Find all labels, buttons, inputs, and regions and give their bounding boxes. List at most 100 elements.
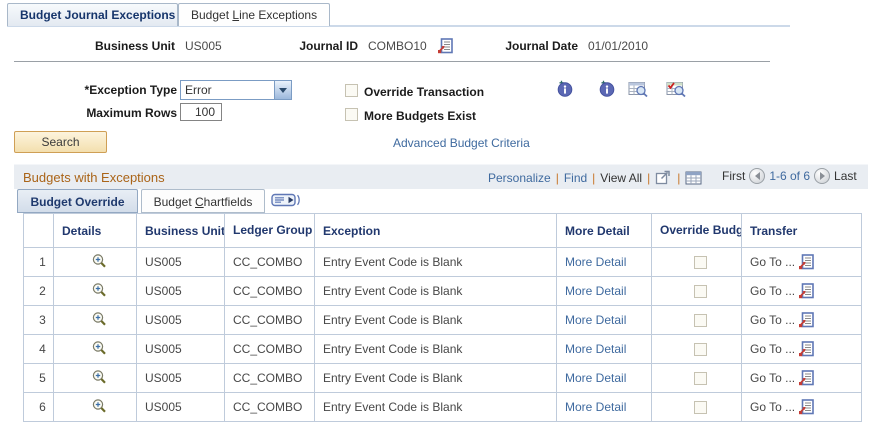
show-all-columns-icon[interactable]	[271, 193, 302, 208]
override-transaction-label: Override Transaction	[364, 85, 485, 99]
go-to-link[interactable]: Go To ...	[750, 284, 796, 298]
go-to-link[interactable]: Go To ...	[750, 255, 796, 269]
override-budget-checkbox[interactable]	[694, 401, 707, 415]
row-number: 6	[23, 392, 54, 422]
transfer-cell: Go To ...	[741, 334, 862, 364]
exception-type-select[interactable]: Error	[180, 80, 292, 100]
go-to-link[interactable]: Go To ...	[750, 313, 796, 327]
details-magnifier-icon[interactable]	[91, 311, 108, 330]
details-magnifier-icon[interactable]	[91, 398, 108, 417]
transfer-cell: Go To ...	[741, 305, 862, 335]
search-button[interactable]: Search	[14, 131, 107, 153]
maximum-rows-input[interactable]	[180, 103, 222, 121]
override-budget-checkbox[interactable]	[694, 285, 707, 299]
override-budget-cell	[651, 247, 742, 277]
advanced-budget-criteria-link[interactable]: Advanced Budget Criteria	[393, 136, 530, 150]
select-dropdown-button[interactable]	[274, 81, 291, 99]
table-row: 2 US005 CC_COMBO Entry Event Code is Bla…	[23, 276, 862, 306]
left-triangle	[754, 172, 760, 180]
go-to-link[interactable]: Go To ...	[750, 400, 796, 414]
business-unit-cell: US005	[136, 276, 225, 306]
details-cell	[53, 363, 137, 393]
transfer-icon[interactable]	[798, 399, 814, 415]
row-number: 3	[23, 305, 54, 335]
ledger-group-cell: CC_COMBO	[224, 276, 315, 306]
budget-check-log-icon[interactable]	[666, 81, 687, 98]
business-unit-cell: US005	[136, 247, 225, 277]
download-grid-icon[interactable]	[685, 171, 702, 185]
more-budgets-exist-checkbox[interactable]	[345, 108, 358, 121]
col-header-ledger-group: Ledger Group	[224, 213, 315, 248]
override-budget-checkbox[interactable]	[694, 256, 707, 270]
go-to-link[interactable]: Go To ...	[750, 371, 796, 385]
info-icon[interactable]	[557, 80, 573, 97]
more-detail-link[interactable]: More Detail	[565, 342, 627, 356]
tab-budget-line-exceptions[interactable]: Budget Line Exceptions	[178, 3, 330, 26]
view-all-link[interactable]: View All	[600, 170, 643, 185]
separator: |	[592, 170, 596, 185]
details-cell	[53, 247, 137, 277]
tab-budget-journal-exceptions[interactable]: Budget Journal Exceptions	[7, 3, 178, 26]
more-detail-cell: More Detail	[556, 363, 652, 393]
personalize-link[interactable]: Personalize	[488, 170, 551, 185]
transfer-icon[interactable]	[798, 312, 814, 328]
prev-arrow-icon[interactable]	[749, 168, 766, 184]
tab-underline	[7, 25, 790, 27]
info-icon[interactable]	[599, 80, 615, 97]
exception-cell: Entry Event Code is Blank	[314, 392, 557, 422]
details-magnifier-icon[interactable]	[91, 282, 108, 301]
grid-tab-budget-chartfields[interactable]: Budget Chartfields	[141, 189, 265, 213]
tab-label: Budget Line Exceptions	[191, 8, 318, 22]
pager-last-label[interactable]: Last	[834, 169, 857, 183]
more-detail-link[interactable]: More Detail	[565, 371, 627, 385]
override-budget-checkbox[interactable]	[694, 314, 707, 328]
row-number: 2	[23, 276, 54, 306]
details-cell	[53, 392, 137, 422]
exception-cell: Entry Event Code is Blank	[314, 305, 557, 335]
more-detail-link[interactable]: More Detail	[565, 255, 627, 269]
find-link[interactable]: Find	[563, 170, 588, 185]
more-detail-link[interactable]: More Detail	[565, 284, 627, 298]
transfer-icon[interactable]	[798, 370, 814, 386]
transfer-icon[interactable]	[798, 283, 814, 299]
more-budgets-exist-label: More Budgets Exist	[364, 109, 477, 123]
more-detail-link[interactable]: More Detail	[565, 313, 627, 327]
exception-cell: Entry Event Code is Blank	[314, 276, 557, 306]
journal-id-value: COMBO10	[368, 39, 427, 53]
details-cell	[53, 276, 137, 306]
grid-tab-budget-override[interactable]: Budget Override	[17, 189, 138, 213]
journal-date-value: 01/01/2010	[588, 39, 649, 53]
transfer-cell: Go To ...	[741, 247, 862, 277]
override-transaction-checkbox[interactable]	[345, 84, 358, 97]
transfer-cell: Go To ...	[741, 276, 862, 306]
override-budget-checkbox[interactable]	[694, 372, 707, 386]
go-to-link[interactable]: Go To ...	[750, 342, 796, 356]
maximum-rows-label: Maximum Rows	[86, 106, 177, 120]
next-arrow-icon[interactable]	[814, 168, 831, 184]
row-number: 5	[23, 363, 54, 393]
more-detail-link[interactable]: More Detail	[565, 400, 627, 414]
business-unit-cell: US005	[136, 334, 225, 364]
table-row: 1 US005 CC_COMBO Entry Event Code is Bla…	[23, 247, 862, 277]
zoom-grid-icon[interactable]	[655, 170, 672, 185]
exception-cell: Entry Event Code is Blank	[314, 247, 557, 277]
ledger-group-cell: CC_COMBO	[224, 305, 315, 335]
details-magnifier-icon[interactable]	[91, 253, 108, 272]
budget-check-details-icon[interactable]	[628, 81, 649, 98]
exception-cell: Entry Event Code is Blank	[314, 334, 557, 364]
more-detail-cell: More Detail	[556, 247, 652, 277]
override-budget-checkbox[interactable]	[694, 343, 707, 357]
transfer-icon[interactable]	[798, 254, 814, 270]
header-divider	[14, 61, 770, 62]
table-row: 6 US005 CC_COMBO Entry Event Code is Bla…	[23, 392, 862, 422]
grid-tab-label: Budget Chartfields	[153, 195, 253, 209]
transfer-icon[interactable]	[798, 341, 814, 357]
table-row: 5 US005 CC_COMBO Entry Event Code is Bla…	[23, 363, 862, 393]
override-budget-cell	[651, 392, 742, 422]
grid-title: Budgets with Exceptions	[23, 170, 165, 185]
pager-first-label[interactable]: First	[722, 169, 746, 183]
journal-transfer-icon[interactable]	[437, 38, 453, 54]
details-magnifier-icon[interactable]	[91, 340, 108, 359]
right-triangle	[819, 172, 825, 180]
details-magnifier-icon[interactable]	[91, 369, 108, 388]
